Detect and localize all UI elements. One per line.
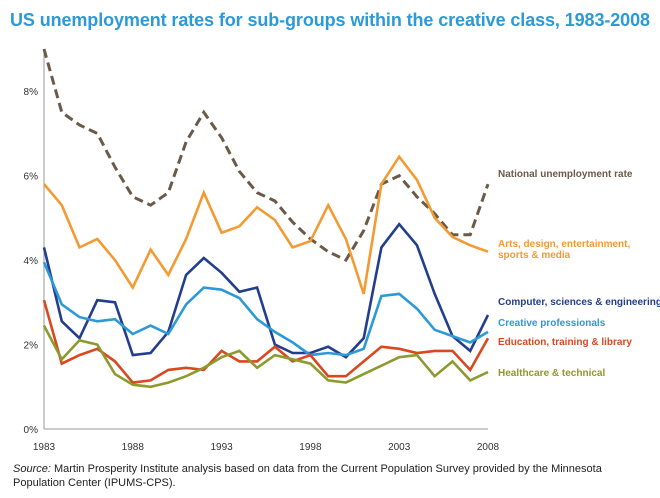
series-label-arts-design-entertainment-sports-media: Arts, design, entertainment, sports & med… bbox=[498, 239, 630, 261]
chart-axes bbox=[43, 49, 488, 430]
x-tick-label: 2003 bbox=[388, 442, 411, 453]
source-text: Martin Prosperity Institute analysis bas… bbox=[13, 463, 602, 489]
x-tick-label: 1993 bbox=[210, 442, 233, 453]
series-labels: National unemployment rate Arts, design, … bbox=[498, 169, 660, 379]
tick-labels: 0% 2% 4% 6% 8% 1983 1988 1993 1998 2003 2008 bbox=[24, 87, 500, 453]
y-tick-label: 6% bbox=[24, 172, 39, 183]
series-label-computer-sciences-engineering: Computer, sciences & engineering bbox=[498, 297, 660, 308]
series-line-arts-design-entertainment-sports-media bbox=[43, 154, 489, 295]
x-tick-label: 1983 bbox=[33, 442, 56, 453]
y-tick-label: 2% bbox=[24, 341, 39, 352]
chart-title: US unemployment rates for sub-groups wit… bbox=[10, 10, 650, 30]
series-label-creative-professionals: Creative professionals bbox=[498, 318, 606, 329]
series-line-creative-professionals bbox=[42, 261, 489, 357]
series-line-national-unemployment-rate bbox=[42, 48, 490, 263]
series-line-healthcare-technical bbox=[42, 324, 489, 389]
y-tick-label: 0% bbox=[24, 425, 39, 436]
x-tick-label: 1988 bbox=[122, 442, 145, 453]
series-line-education-training-library bbox=[42, 299, 490, 384]
y-tick-label: 8% bbox=[24, 87, 39, 98]
x-tick-label: 2008 bbox=[477, 442, 500, 453]
series-label-healthcare-technical: Healthcare & technical bbox=[498, 368, 605, 379]
y-tick-label: 4% bbox=[24, 256, 39, 267]
x-tick-label: 1998 bbox=[299, 442, 322, 453]
series-lines bbox=[42, 48, 490, 389]
series-label-national-unemployment-rate: National unemployment rate bbox=[498, 169, 633, 180]
source-note: Source: Martin Prosperity Institute anal… bbox=[13, 462, 653, 490]
series-line-computer-sciences-engineering bbox=[42, 222, 490, 359]
source-label: Source: bbox=[13, 463, 51, 475]
series-label-education-training-library: Education, training & library bbox=[498, 337, 632, 348]
